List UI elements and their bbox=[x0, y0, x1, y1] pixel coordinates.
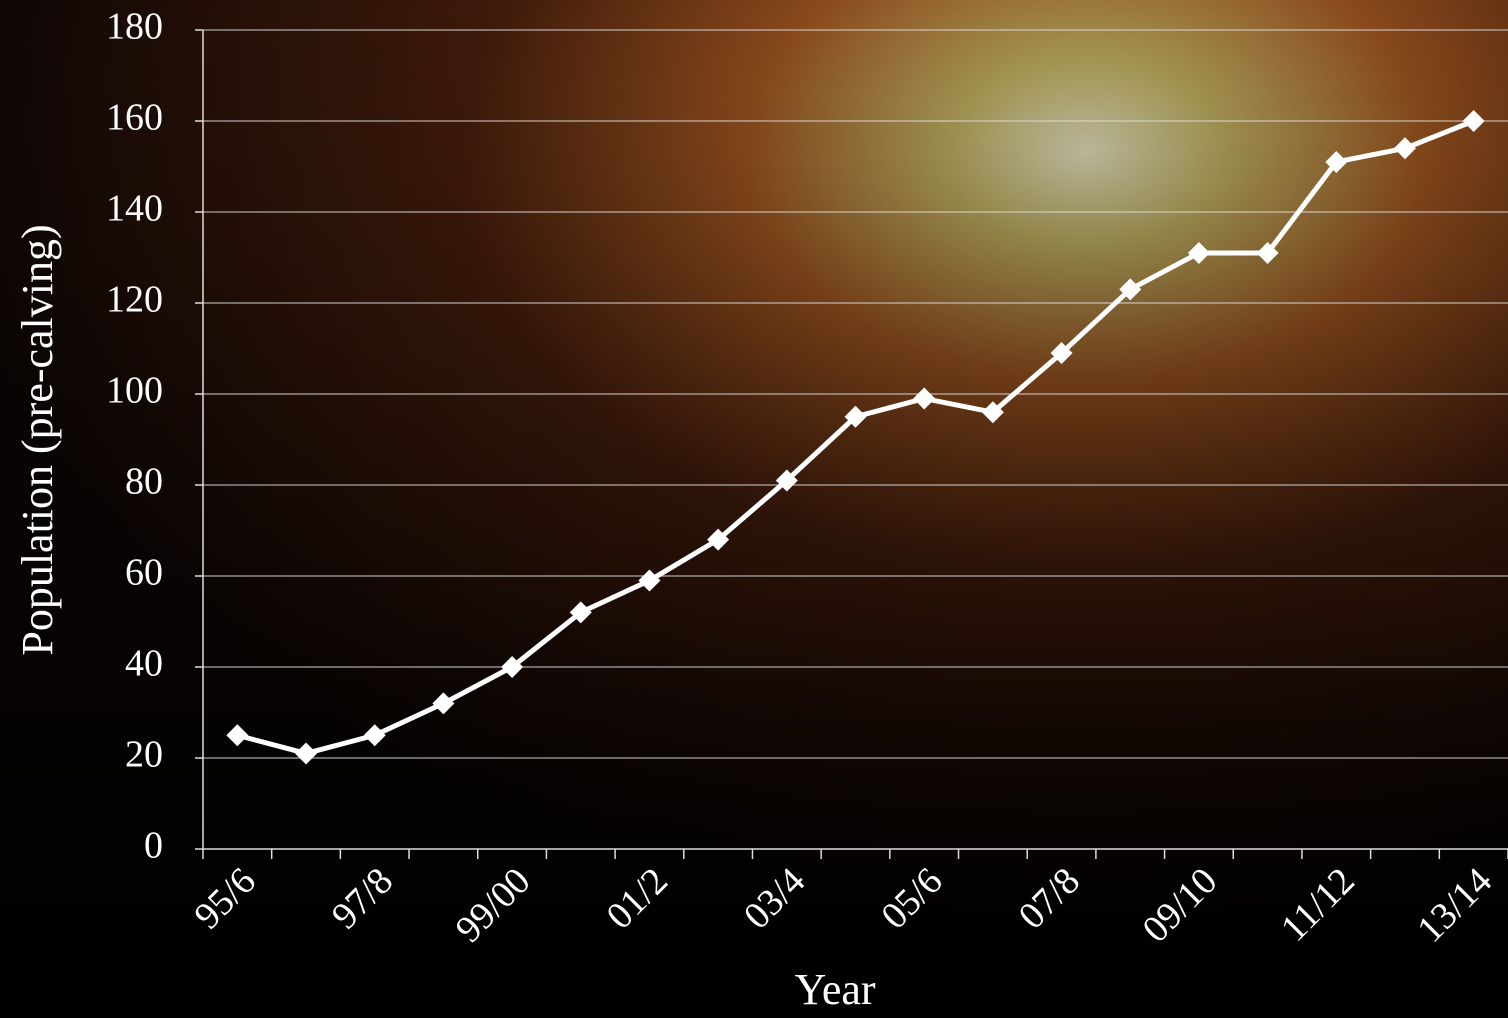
data-point bbox=[226, 724, 249, 747]
data-point bbox=[1119, 278, 1142, 301]
data-point bbox=[775, 469, 798, 492]
y-tick-label: 20 bbox=[125, 734, 163, 776]
data-point bbox=[1187, 241, 1210, 264]
y-tick-label: 160 bbox=[106, 97, 163, 139]
data-point bbox=[638, 569, 661, 592]
y-tick-label: 0 bbox=[144, 825, 163, 867]
y-tick-label: 100 bbox=[106, 370, 163, 412]
data-point bbox=[1325, 150, 1348, 173]
data-point bbox=[501, 656, 524, 678]
y-axis-title: Population (pre-calving) bbox=[13, 224, 62, 655]
data-point bbox=[295, 742, 318, 765]
y-tick-label: 80 bbox=[125, 461, 163, 503]
y-tick-label: 40 bbox=[125, 643, 163, 685]
data-point bbox=[913, 387, 936, 410]
data-point bbox=[707, 528, 730, 551]
y-tick-label: 180 bbox=[106, 6, 163, 48]
data-point bbox=[432, 692, 455, 715]
data-point bbox=[1050, 342, 1073, 365]
y-tick-label: 60 bbox=[125, 552, 163, 594]
y-tick-label: 140 bbox=[106, 188, 163, 230]
data-point bbox=[981, 401, 1004, 424]
data-point bbox=[1256, 241, 1279, 264]
y-tick-label: 120 bbox=[106, 279, 163, 321]
data-point bbox=[569, 601, 592, 624]
x-axis-title: Year bbox=[794, 965, 875, 1014]
data-point bbox=[844, 405, 867, 428]
data-point bbox=[1462, 110, 1485, 132]
data-point bbox=[363, 724, 386, 747]
data-point bbox=[1393, 137, 1416, 160]
